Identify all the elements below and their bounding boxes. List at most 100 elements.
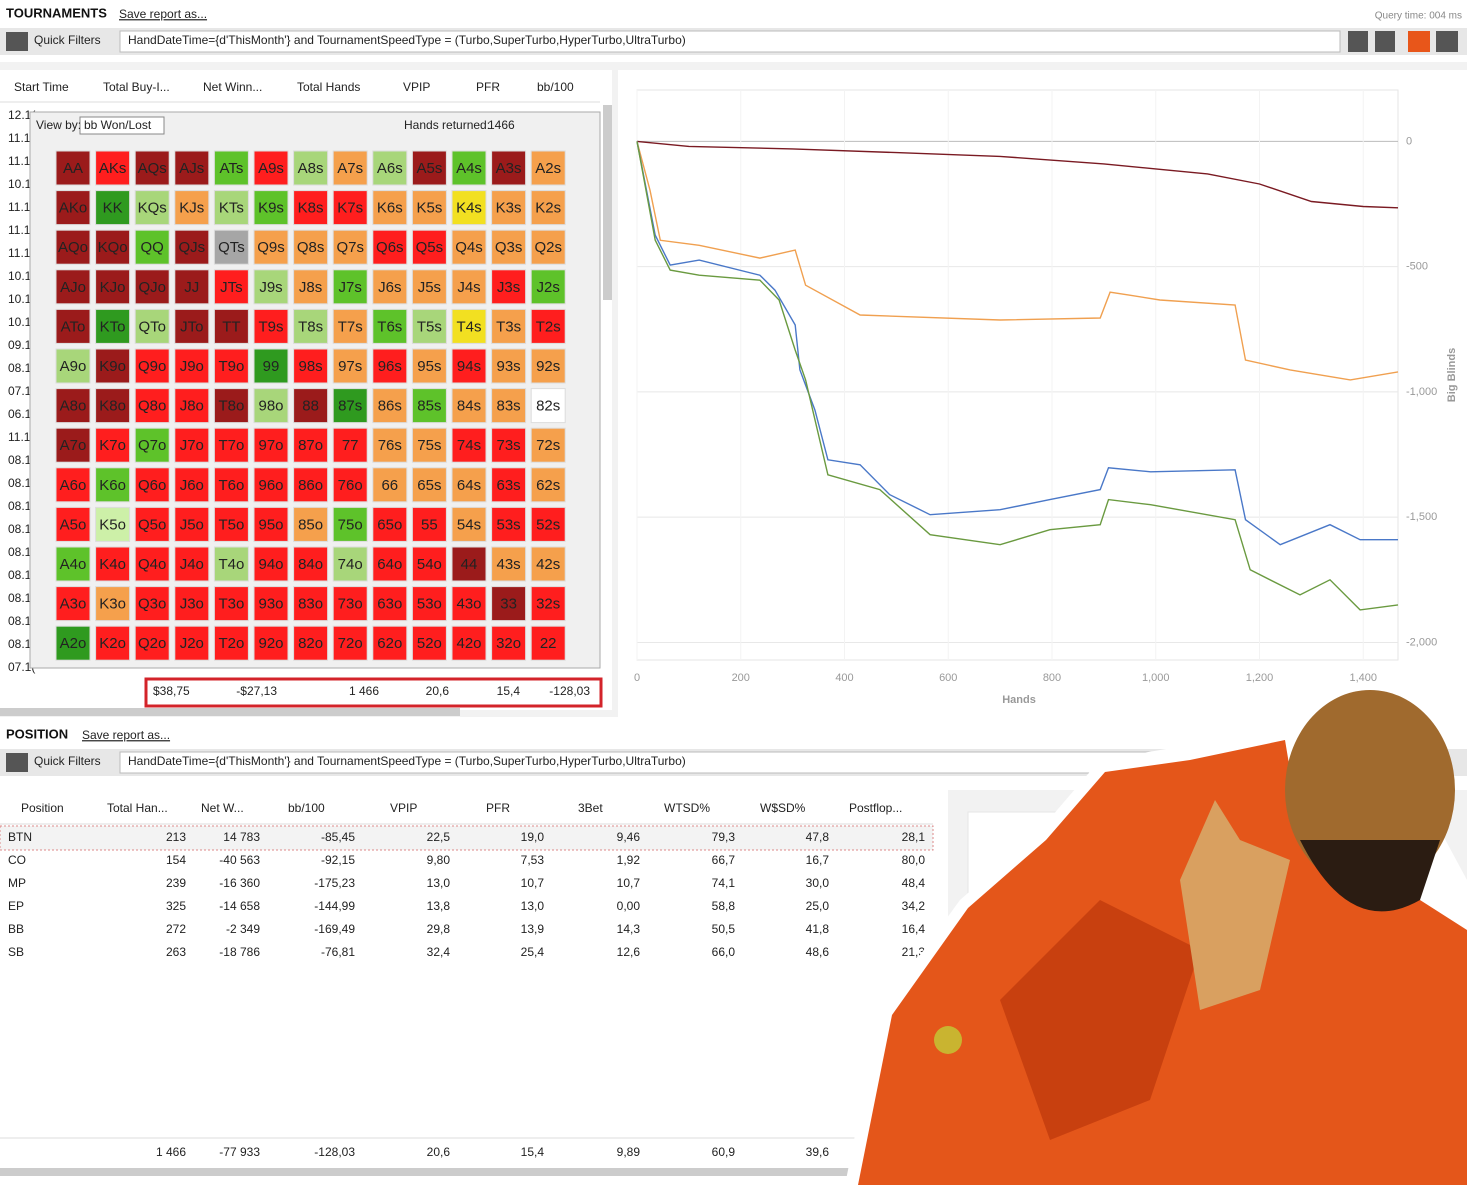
column-header[interactable]: Start Time <box>14 80 69 94</box>
hand-cell[interactable] <box>372 388 408 424</box>
hand-cell[interactable] <box>174 388 210 424</box>
hand-cell[interactable] <box>411 190 447 226</box>
hand-cell[interactable] <box>293 190 329 226</box>
hand-cell[interactable] <box>332 150 368 186</box>
hand-cell[interactable] <box>411 467 447 503</box>
hand-cell[interactable] <box>213 506 249 542</box>
view-dropdown[interactable] <box>79 116 165 135</box>
filter-input[interactable] <box>119 30 1341 53</box>
column-header[interactable]: Postflop... <box>849 801 902 815</box>
hand-cell[interactable] <box>253 546 289 582</box>
hand-cell[interactable] <box>55 388 91 424</box>
hand-cell[interactable] <box>95 427 131 463</box>
hand-cell[interactable] <box>491 427 527 463</box>
hand-cell[interactable] <box>411 546 447 582</box>
hand-cell[interactable] <box>332 467 368 503</box>
hand-cell[interactable] <box>134 348 170 384</box>
hand-cell[interactable] <box>491 388 527 424</box>
column-header[interactable]: Net Winn... <box>203 80 262 94</box>
hand-cell[interactable] <box>134 269 170 305</box>
hand-cell[interactable] <box>530 190 566 226</box>
hand-cell[interactable] <box>174 546 210 582</box>
hand-cell[interactable] <box>372 546 408 582</box>
hand-cell[interactable] <box>332 190 368 226</box>
column-header[interactable]: Total Han... <box>107 801 168 815</box>
hand-cell[interactable] <box>253 348 289 384</box>
filter-icon-2[interactable] <box>6 753 28 772</box>
hand-cell[interactable] <box>95 546 131 582</box>
column-header[interactable]: Position <box>21 801 64 815</box>
filter-icon[interactable] <box>6 32 28 51</box>
hand-cell[interactable] <box>451 427 487 463</box>
hand-cell[interactable] <box>530 229 566 265</box>
hand-cell[interactable] <box>95 269 131 305</box>
hand-cell[interactable] <box>411 348 447 384</box>
hand-cell[interactable] <box>530 506 566 542</box>
column-header[interactable]: VPIP <box>390 801 417 815</box>
hand-cell[interactable] <box>55 546 91 582</box>
column-header[interactable]: bb/100 <box>537 80 574 94</box>
hand-cell[interactable] <box>95 308 131 344</box>
hand-cell[interactable] <box>174 506 210 542</box>
hand-cell[interactable] <box>491 269 527 305</box>
hand-cell[interactable] <box>332 308 368 344</box>
hand-cell[interactable] <box>253 388 289 424</box>
hand-cell[interactable] <box>293 427 329 463</box>
hand-cell[interactable] <box>451 190 487 226</box>
hand-cell[interactable] <box>491 348 527 384</box>
hand-cell[interactable] <box>55 427 91 463</box>
hand-cell[interactable] <box>134 229 170 265</box>
hand-cell[interactable] <box>491 190 527 226</box>
hand-cell[interactable] <box>174 348 210 384</box>
hand-cell[interactable] <box>95 229 131 265</box>
hand-cell[interactable] <box>213 427 249 463</box>
hand-cell[interactable] <box>530 150 566 186</box>
view-option[interactable]: bb Won/Lost <box>84 118 152 132</box>
hand-cell[interactable] <box>174 150 210 186</box>
hand-cell[interactable] <box>174 467 210 503</box>
selected-row[interactable] <box>0 825 934 851</box>
hand-cell[interactable] <box>293 348 329 384</box>
hand-cell[interactable] <box>411 427 447 463</box>
chart-button[interactable] <box>1408 31 1430 52</box>
hand-cell[interactable] <box>530 348 566 384</box>
hand-cell[interactable] <box>372 190 408 226</box>
hand-cell[interactable] <box>332 506 368 542</box>
hand-cell[interactable] <box>174 269 210 305</box>
hand-cell[interactable] <box>95 586 131 622</box>
hand-cell[interactable] <box>55 229 91 265</box>
hand-cell[interactable] <box>293 308 329 344</box>
hand-cell[interactable] <box>293 546 329 582</box>
h-scrollbar-2[interactable] <box>0 1168 1467 1176</box>
scrollbar[interactable] <box>603 105 612 300</box>
hand-cell[interactable] <box>530 625 566 661</box>
hand-cell[interactable] <box>491 467 527 503</box>
hand-cell[interactable] <box>55 269 91 305</box>
hand-cell[interactable] <box>491 586 527 622</box>
hand-cell[interactable] <box>253 625 289 661</box>
hand-cell[interactable] <box>411 229 447 265</box>
column-header[interactable]: bb/100 <box>288 801 325 815</box>
hand-cell[interactable] <box>213 308 249 344</box>
hand-cell[interactable] <box>372 625 408 661</box>
hand-cell[interactable] <box>174 625 210 661</box>
hand-cell[interactable] <box>332 586 368 622</box>
hand-cell[interactable] <box>213 546 249 582</box>
hand-cell[interactable] <box>253 427 289 463</box>
hand-cell[interactable] <box>55 586 91 622</box>
hand-cell[interactable] <box>95 150 131 186</box>
hand-cell[interactable] <box>530 388 566 424</box>
hand-cell[interactable] <box>134 308 170 344</box>
hand-cell[interactable] <box>372 506 408 542</box>
hand-cell[interactable] <box>451 506 487 542</box>
hand-cell[interactable] <box>55 150 91 186</box>
hand-cell[interactable] <box>134 190 170 226</box>
hand-cell[interactable] <box>451 150 487 186</box>
hand-cell[interactable] <box>332 546 368 582</box>
hand-cell[interactable] <box>253 467 289 503</box>
hand-cell[interactable] <box>491 229 527 265</box>
hand-cell[interactable] <box>411 506 447 542</box>
hand-cell[interactable] <box>372 348 408 384</box>
hand-cell[interactable] <box>332 427 368 463</box>
hand-cell[interactable] <box>451 269 487 305</box>
